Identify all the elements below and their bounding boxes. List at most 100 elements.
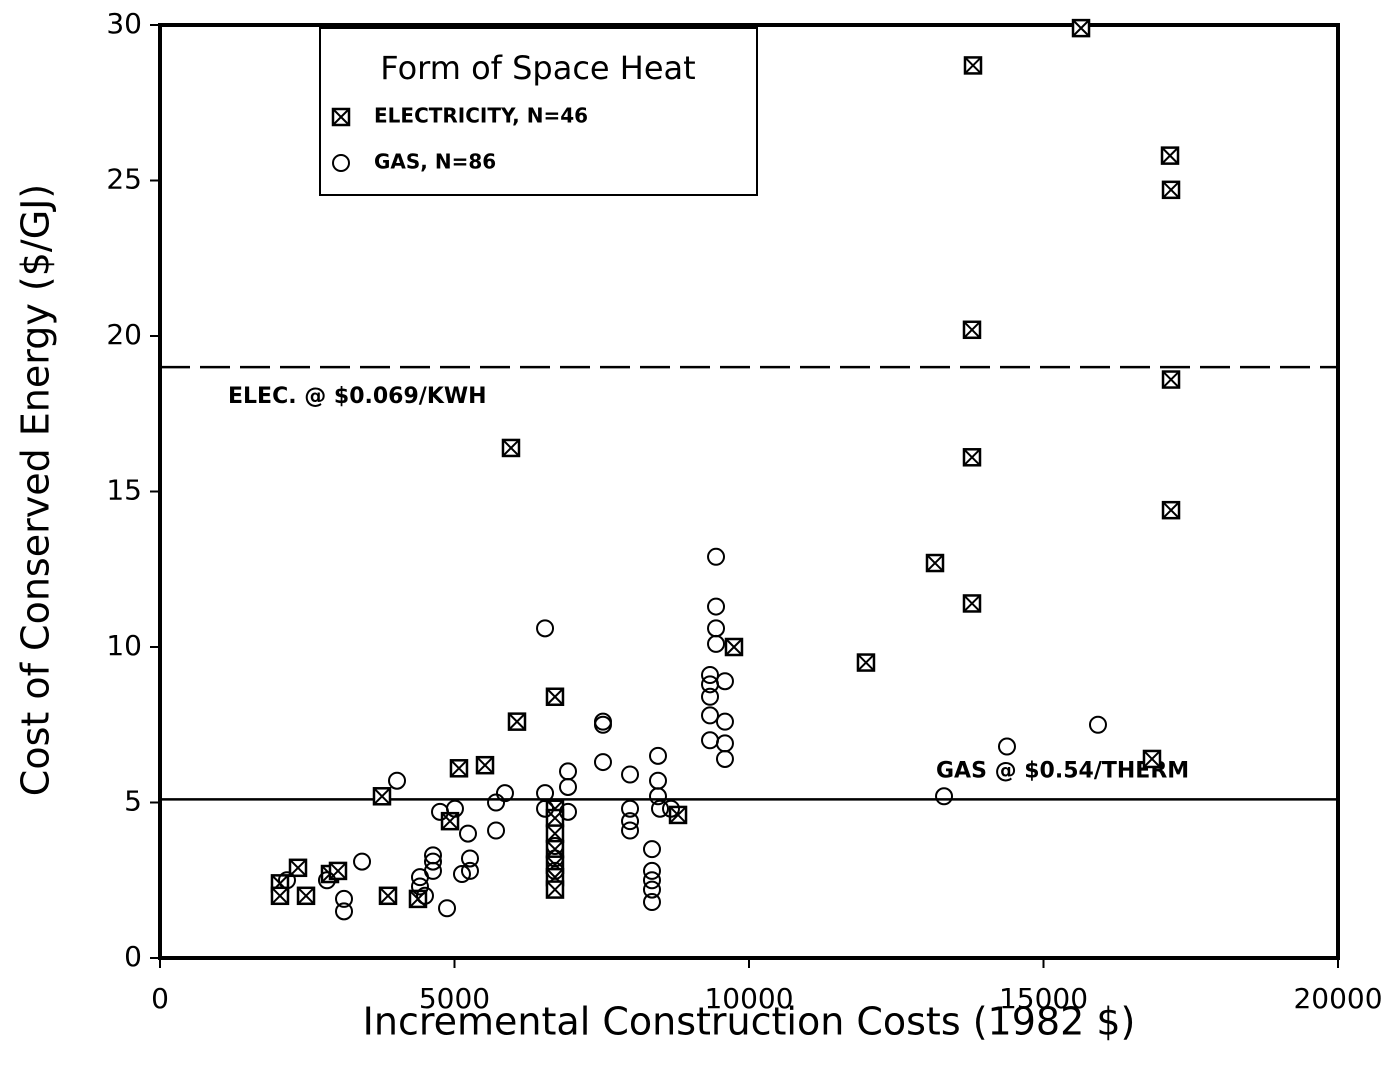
legend-title: Form of Space Heat bbox=[380, 49, 695, 87]
y-tick-label: 30 bbox=[106, 7, 142, 40]
point bbox=[328, 861, 348, 881]
point bbox=[707, 619, 726, 638]
point bbox=[458, 824, 477, 843]
y-axis-label: Cost of Conserved Energy ($/GJ) bbox=[14, 184, 58, 796]
point bbox=[715, 672, 734, 691]
point bbox=[701, 665, 720, 684]
point bbox=[545, 861, 564, 880]
point bbox=[701, 675, 720, 694]
x-tick-label: 0 bbox=[151, 982, 169, 1015]
point bbox=[707, 597, 726, 616]
point bbox=[388, 771, 407, 790]
point bbox=[545, 687, 565, 707]
point bbox=[335, 902, 354, 921]
point bbox=[707, 634, 726, 653]
point bbox=[715, 712, 734, 731]
point bbox=[642, 840, 661, 859]
point bbox=[701, 706, 720, 725]
point bbox=[856, 653, 876, 672]
y-tick-label: 0 bbox=[124, 940, 142, 973]
marker-cross bbox=[725, 638, 743, 656]
point bbox=[963, 56, 983, 75]
legend-label: GAS, N=86 bbox=[374, 150, 496, 174]
point bbox=[431, 802, 450, 821]
point bbox=[621, 812, 640, 831]
point bbox=[962, 320, 982, 340]
marker-cross bbox=[297, 887, 315, 905]
marker-cross bbox=[546, 880, 564, 899]
point bbox=[715, 734, 734, 753]
point bbox=[1161, 370, 1181, 389]
point bbox=[707, 547, 726, 566]
marker-cross bbox=[963, 321, 981, 339]
point bbox=[1088, 715, 1107, 734]
marker-cross bbox=[926, 554, 944, 572]
y-tick-label: 25 bbox=[106, 163, 142, 196]
point bbox=[410, 877, 429, 896]
reference-label: ELEC. @ $0.069/KWH bbox=[228, 384, 487, 409]
point bbox=[997, 737, 1016, 756]
point bbox=[935, 787, 954, 806]
x-axis-label: Incremental Construction Costs (1982 $) bbox=[363, 1000, 1136, 1044]
point bbox=[701, 687, 720, 706]
marker-cross bbox=[289, 859, 307, 877]
point bbox=[438, 899, 457, 918]
x-tick-label: 20000 bbox=[1293, 982, 1382, 1015]
point bbox=[372, 787, 392, 806]
marker-cross bbox=[963, 594, 981, 613]
point bbox=[335, 889, 354, 908]
marker-cross bbox=[502, 439, 520, 457]
point bbox=[452, 865, 471, 884]
marker-cross bbox=[379, 887, 397, 905]
point bbox=[353, 852, 372, 871]
point bbox=[288, 858, 308, 878]
marker-cross bbox=[1161, 146, 1179, 165]
point bbox=[460, 861, 479, 880]
point bbox=[1161, 180, 1181, 200]
point bbox=[545, 837, 564, 856]
y-tick-label: 10 bbox=[106, 629, 142, 662]
point bbox=[925, 553, 945, 573]
point bbox=[559, 777, 578, 796]
point bbox=[642, 880, 661, 899]
legend-marker bbox=[332, 154, 350, 172]
point bbox=[715, 749, 734, 768]
point bbox=[621, 765, 640, 784]
marker-cross bbox=[508, 712, 526, 731]
point bbox=[536, 619, 555, 638]
marker-cross bbox=[332, 108, 350, 126]
marker-cross bbox=[450, 759, 468, 777]
point bbox=[536, 799, 555, 818]
marker-cross bbox=[546, 688, 564, 706]
marker-cross bbox=[373, 787, 391, 805]
marker-cross bbox=[669, 806, 687, 824]
point bbox=[701, 731, 720, 750]
point bbox=[642, 893, 661, 912]
point bbox=[501, 438, 521, 458]
point bbox=[648, 746, 667, 765]
point bbox=[1161, 500, 1181, 520]
marker-cross bbox=[546, 840, 564, 858]
point bbox=[962, 448, 982, 467]
marker-cross bbox=[271, 887, 289, 905]
point bbox=[449, 759, 469, 778]
point bbox=[460, 849, 479, 868]
point bbox=[724, 637, 744, 657]
point bbox=[593, 715, 612, 734]
point bbox=[648, 771, 667, 790]
marker-cross bbox=[1162, 370, 1180, 389]
point bbox=[642, 861, 661, 880]
point bbox=[593, 753, 612, 772]
point bbox=[559, 802, 578, 821]
y-tick-label: 15 bbox=[106, 474, 142, 507]
legend-marker bbox=[331, 107, 351, 127]
point bbox=[415, 886, 434, 905]
marker-cross bbox=[329, 862, 347, 880]
point bbox=[1160, 146, 1180, 165]
point bbox=[545, 849, 564, 868]
point bbox=[507, 712, 527, 731]
point bbox=[487, 821, 506, 840]
marker-cross bbox=[963, 448, 981, 466]
marker-cross bbox=[964, 56, 982, 75]
